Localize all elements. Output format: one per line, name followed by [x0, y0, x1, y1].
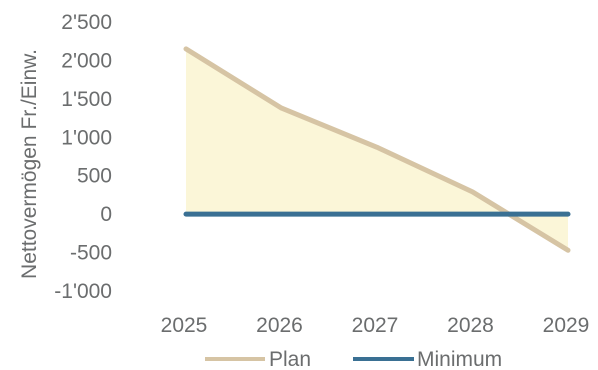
legend-item-plan: Plan — [205, 348, 311, 370]
y-axis-label: Nettovermögen Fr./Einw. — [18, 49, 41, 279]
x-tick-label: 2029 — [543, 314, 590, 337]
legend: Plan Minimum — [205, 348, 502, 370]
y-tick-label: 2'500 — [61, 11, 112, 34]
legend-label-plan: Plan — [269, 348, 311, 370]
y-tick-label: 0 — [100, 203, 112, 226]
y-axis-ticks: 2'500 2'000 1'500 1'000 500 0 -500 -1'000 — [54, 11, 112, 303]
series-lines — [183, 46, 571, 253]
y-tick-label: 2'000 — [61, 49, 112, 72]
y-tick-label: 1'500 — [61, 88, 112, 111]
y-tick-label: 500 — [77, 165, 112, 188]
y-tick-label: -500 — [70, 242, 112, 265]
legend-label-minimum: Minimum — [417, 348, 502, 370]
x-tick-label: 2025 — [161, 314, 208, 337]
x-tick-label: 2027 — [352, 314, 399, 337]
x-tick-label: 2028 — [447, 314, 494, 337]
legend-item-minimum: Minimum — [353, 348, 502, 370]
x-axis-ticks: 2025 2026 2027 2028 2029 — [161, 314, 590, 337]
y-tick-label: 1'000 — [61, 126, 112, 149]
y-tick-label: -1'000 — [54, 280, 112, 303]
x-tick-label: 2026 — [256, 314, 303, 337]
